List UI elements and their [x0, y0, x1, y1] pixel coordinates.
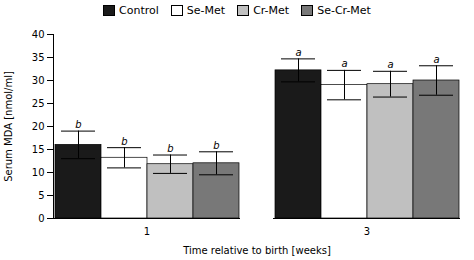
svg-text:0: 0 [38, 213, 44, 224]
svg-text:3: 3 [364, 226, 370, 237]
svg-text:b: b [75, 119, 81, 130]
svg-text:5: 5 [38, 190, 44, 201]
html-text:Control: Control [119, 3, 159, 17]
svg-text:b: b [167, 143, 173, 154]
svg-text:b: b [213, 140, 219, 151]
svg-text:1: 1 [144, 226, 150, 237]
svg-text:35: 35 [32, 52, 45, 63]
svg-text:a: a [433, 54, 439, 65]
svg-text:20: 20 [32, 121, 45, 132]
svg-text:a: a [295, 47, 301, 58]
svg-text:25: 25 [32, 98, 45, 109]
svg-text:a: a [341, 58, 347, 69]
svg-text:Serum MDA [nmol/ml]: Serum MDA [nmol/ml] [3, 71, 14, 182]
html-text:Cr-Met: Cr-Met [253, 3, 290, 17]
html-text:Se-Cr-Met: Se-Cr-Met [317, 3, 371, 17]
svg-text:15: 15 [32, 144, 45, 155]
svg-text:30: 30 [32, 75, 45, 86]
svg-text:40: 40 [32, 29, 45, 40]
svg-text:b: b [121, 136, 127, 147]
svg-text:Time relative to birth [weeks]: Time relative to birth [weeks] [182, 245, 331, 256]
svg-text:a: a [387, 59, 393, 70]
svg-text:10: 10 [32, 167, 45, 178]
html-text:Se-Met: Se-Met [186, 3, 226, 17]
